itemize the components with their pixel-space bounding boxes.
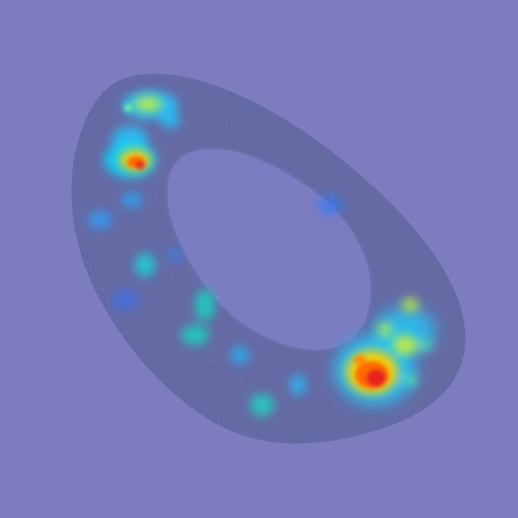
heatmap-overlay (88, 91, 435, 416)
cell-hole (167, 149, 371, 350)
